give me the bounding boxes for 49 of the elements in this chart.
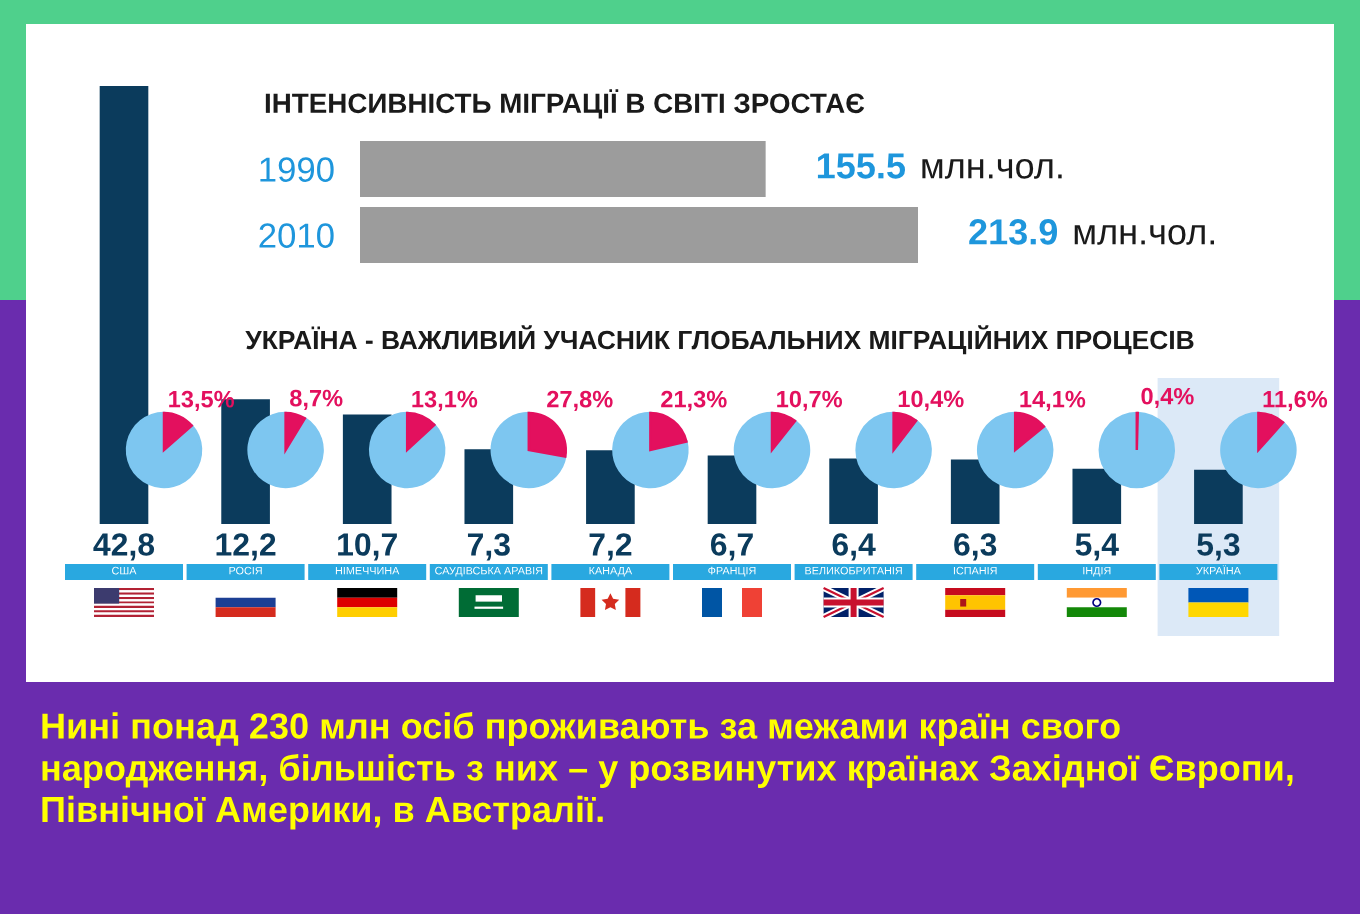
data-label: 7,3 [467,533,510,561]
data-label: 10,4% [898,390,964,411]
data-label: 13,1% [412,390,478,411]
pie-slice [855,411,932,489]
data-label: 5,4 [1075,533,1119,561]
data-label: 0,4% [1141,387,1194,408]
data-label: 213.9 млн.чол. [969,219,1215,245]
data-label: 7,2 [589,533,632,561]
pie-slice [733,411,811,489]
data-label: 6,7 [710,533,753,561]
pie-slice [1257,411,1285,452]
pie-slice [490,411,567,489]
data-label: 6,4 [832,533,876,561]
pie-slice [368,411,446,489]
pie-slice [1098,411,1176,489]
bar [99,86,149,524]
pie-slice [892,411,918,452]
bar [1194,469,1243,524]
data-label: 21,3% [661,390,727,411]
data-label: 13,5% [169,390,235,411]
pie-slice [405,411,436,452]
data-label: 27,8% [547,390,613,411]
data-label: 14,1% [1020,390,1086,411]
pie-slice [527,411,568,458]
pie-slice [247,411,324,489]
pie-slice [1220,411,1297,489]
text: Нині понад 230 млн осіб проживають за межами країн свого народження, більшість з них – у розвинутих країнах Західної Європи, Північної Америки, в Австралії. [42,712,1293,830]
pie-slice [125,411,203,489]
pie-slice [649,411,688,452]
pie-slice [162,411,193,452]
pie-slice [284,411,307,452]
data-label: 42,8 [93,533,155,561]
text: УКРАЇНА - ВАЖЛИВИЙ УЧАСНИК ГЛОБАЛЬНИХ МІГРАЦІЙНИХ ПРОЦЕСІВ [245,325,1194,355]
data-label: 10,7 [338,533,397,561]
data-label: 10,7% [777,390,843,411]
data-label: 5,3 [1197,533,1240,561]
chart-title: ІНТЕНСИВНІСТЬ МІГРАЦІЇ В СВІТІ ЗРОСТАЄ [265,89,865,119]
pie-slice [1013,411,1046,452]
bar [1072,468,1122,524]
y-tick-label: 1990 [260,157,334,182]
data-label: 11,6% [1263,390,1328,411]
pie-slice [612,411,689,489]
data-label: 8,7% [290,389,343,410]
y-tick-label: 2010 [259,223,334,248]
pie-slice [770,411,797,452]
data-label: 12,2 [216,533,276,561]
pie-slice [976,411,1054,489]
data-label: 6,3 [954,533,997,561]
data-label: 155.5 млн.чол. [817,153,1062,179]
